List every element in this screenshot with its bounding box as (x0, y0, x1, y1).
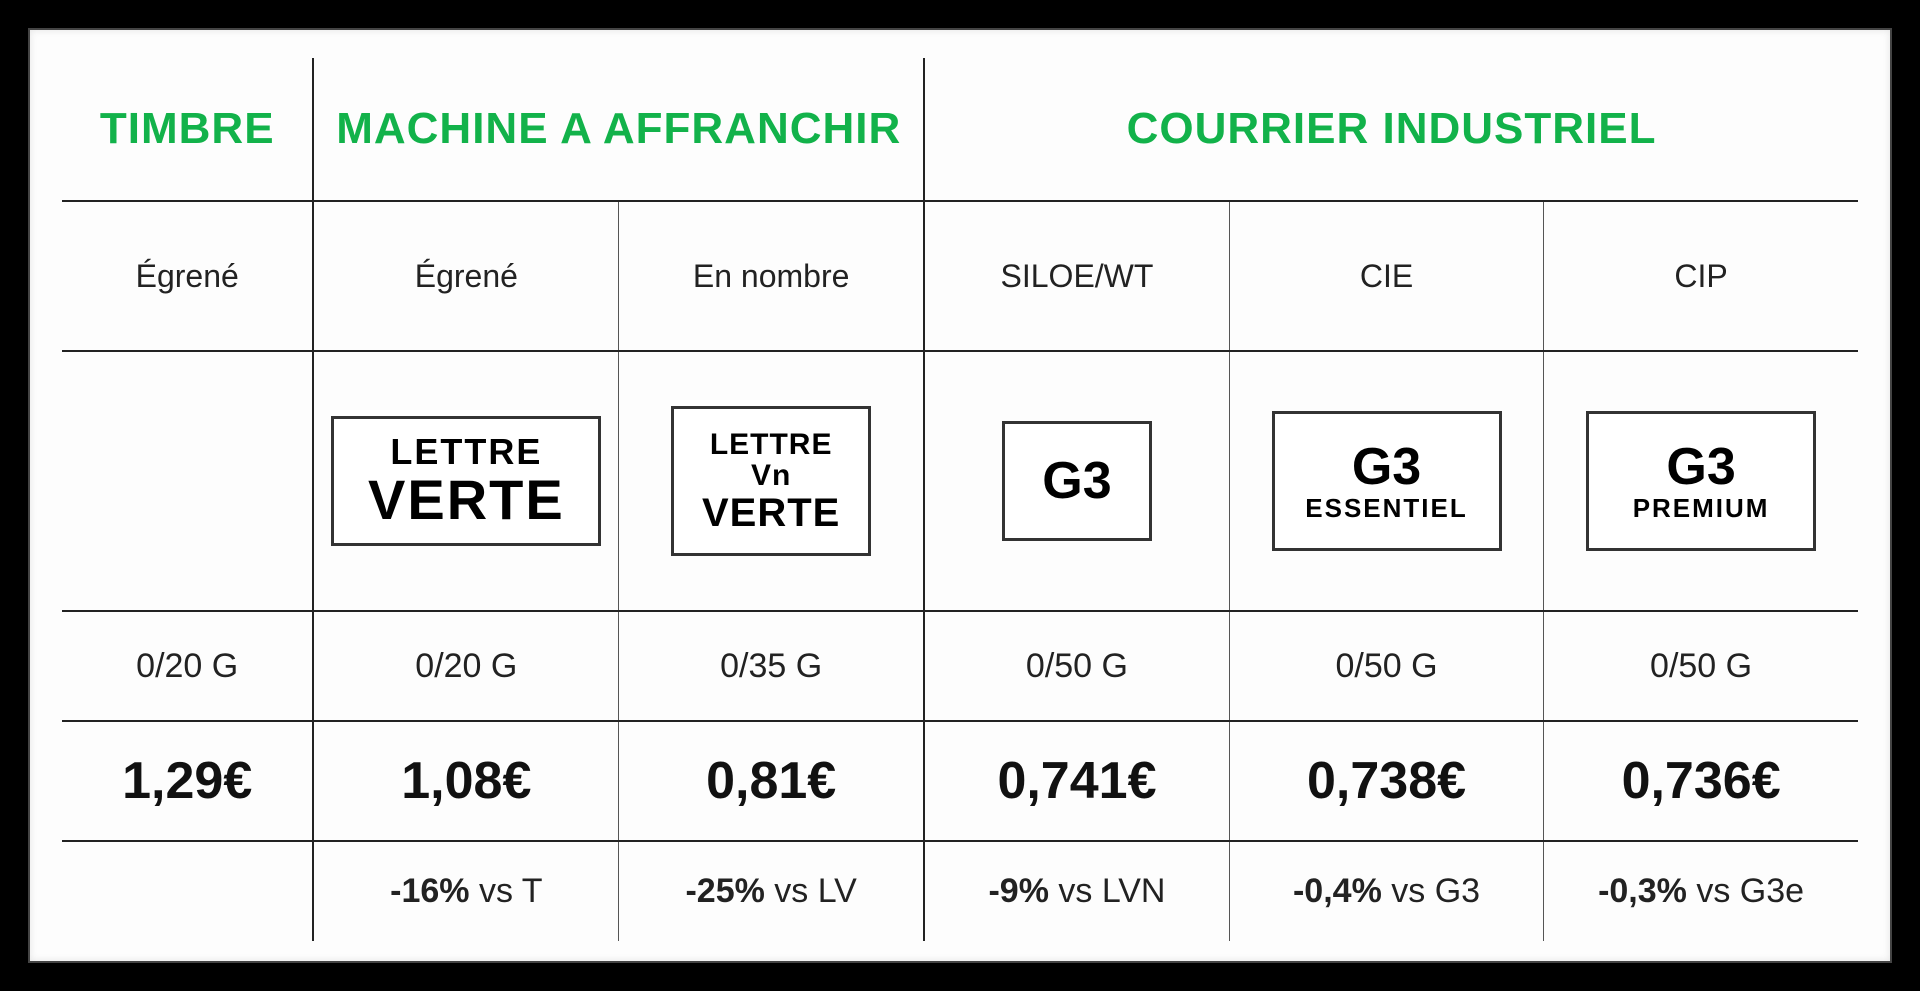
sub-cie: CIE (1229, 201, 1543, 351)
delta-siloe: -9% vs LVN (924, 841, 1229, 941)
weight-timbre: 0/20 G (62, 611, 313, 721)
weight-row: 0/20 G 0/20 G 0/35 G 0/50 G 0/50 G 0/50 … (62, 611, 1858, 721)
weight-cip: 0/50 G (1544, 611, 1858, 721)
sub-cip: CIP (1544, 201, 1858, 351)
badge-g3: G3 (1002, 421, 1152, 541)
badge-g3p-line2: PREMIUM (1633, 495, 1770, 522)
price-timbre: 1,29€ (62, 721, 313, 841)
sub-siloe: SILOE/WT (924, 201, 1229, 351)
sub-ma-nombre: En nombre (619, 201, 924, 351)
pricing-table: TIMBRE MACHINE A AFFRANCHIR COURRIER IND… (62, 58, 1858, 941)
header-courrier: COURRIER INDUSTRIEL (924, 58, 1858, 201)
delta-suffix: vs LV (765, 872, 857, 910)
badge-lettre-vn-verte: LETTRE Vn VERTE (671, 406, 871, 556)
delta-ma-nombre: -25% vs LV (619, 841, 924, 941)
delta-ma-egrene: -16% vs T (313, 841, 618, 941)
price-ma-nombre: 0,81€ (619, 721, 924, 841)
sub-timbre: Égrené (62, 201, 313, 351)
delta-pct: -9% (988, 872, 1048, 910)
delta-pct: -16% (390, 872, 469, 910)
delta-timbre (62, 841, 313, 941)
badge-g3p-line1: G3 (1666, 440, 1735, 495)
badge-lv-line2: VERTE (368, 471, 565, 530)
subheader-row: Égrené Égrené En nombre SILOE/WT CIE CIP (62, 201, 1858, 351)
badge-g3e-line1: G3 (1352, 440, 1421, 495)
badge-cell-lvn: LETTRE Vn VERTE (619, 351, 924, 611)
header-machine: MACHINE A AFFRANCHIR (313, 58, 924, 201)
delta-suffix: vs G3e (1687, 872, 1804, 910)
delta-cip: -0,3% vs G3e (1544, 841, 1858, 941)
weight-ma-egrene: 0/20 G (313, 611, 618, 721)
delta-pct: -0,3% (1598, 872, 1687, 910)
delta-pct: -25% (685, 872, 764, 910)
badge-lv-line1: LETTRE (390, 433, 542, 471)
badge-cell-g3p: G3 PREMIUM (1544, 351, 1858, 611)
panel: TIMBRE MACHINE A AFFRANCHIR COURRIER IND… (28, 28, 1892, 963)
delta-suffix: vs G3 (1382, 872, 1480, 910)
weight-ma-nombre: 0/35 G (619, 611, 924, 721)
outer-frame: TIMBRE MACHINE A AFFRANCHIR COURRIER IND… (0, 0, 1920, 991)
header-row: TIMBRE MACHINE A AFFRANCHIR COURRIER IND… (62, 58, 1858, 201)
price-ma-egrene: 1,08€ (313, 721, 618, 841)
price-cie: 0,738€ (1229, 721, 1543, 841)
badge-lvn-line2: VERTE (702, 492, 840, 534)
sub-ma-egrene: Égrené (313, 201, 618, 351)
delta-cie: -0,4% vs G3 (1229, 841, 1543, 941)
price-cip: 0,736€ (1544, 721, 1858, 841)
price-row: 1,29€ 1,08€ 0,81€ 0,741€ 0,738€ 0,736€ (62, 721, 1858, 841)
delta-suffix: vs T (470, 872, 543, 910)
weight-siloe: 0/50 G (924, 611, 1229, 721)
badge-g3e-line2: ESSENTIEL (1305, 495, 1467, 522)
badge-row: LETTRE VERTE LETTRE Vn VERTE G3 (62, 351, 1858, 611)
badge-cell-lv: LETTRE VERTE (313, 351, 618, 611)
weight-cie: 0/50 G (1229, 611, 1543, 721)
badge-cell-g3e: G3 ESSENTIEL (1229, 351, 1543, 611)
badge-lettre-verte: LETTRE VERTE (331, 416, 601, 546)
delta-pct: -0,4% (1293, 872, 1382, 910)
header-timbre: TIMBRE (62, 58, 313, 201)
price-siloe: 0,741€ (924, 721, 1229, 841)
badge-cell-g3: G3 (924, 351, 1229, 611)
delta-row: -16% vs T -25% vs LV -9% vs LVN -0,4% vs… (62, 841, 1858, 941)
badge-g3-label: G3 (1042, 454, 1111, 509)
delta-suffix: vs LVN (1049, 872, 1166, 910)
badge-g3-essentiel: G3 ESSENTIEL (1272, 411, 1502, 551)
badge-g3-premium: G3 PREMIUM (1586, 411, 1816, 551)
badge-cell-timbre (62, 351, 313, 611)
badge-lvn-line1: LETTRE Vn (692, 429, 850, 492)
